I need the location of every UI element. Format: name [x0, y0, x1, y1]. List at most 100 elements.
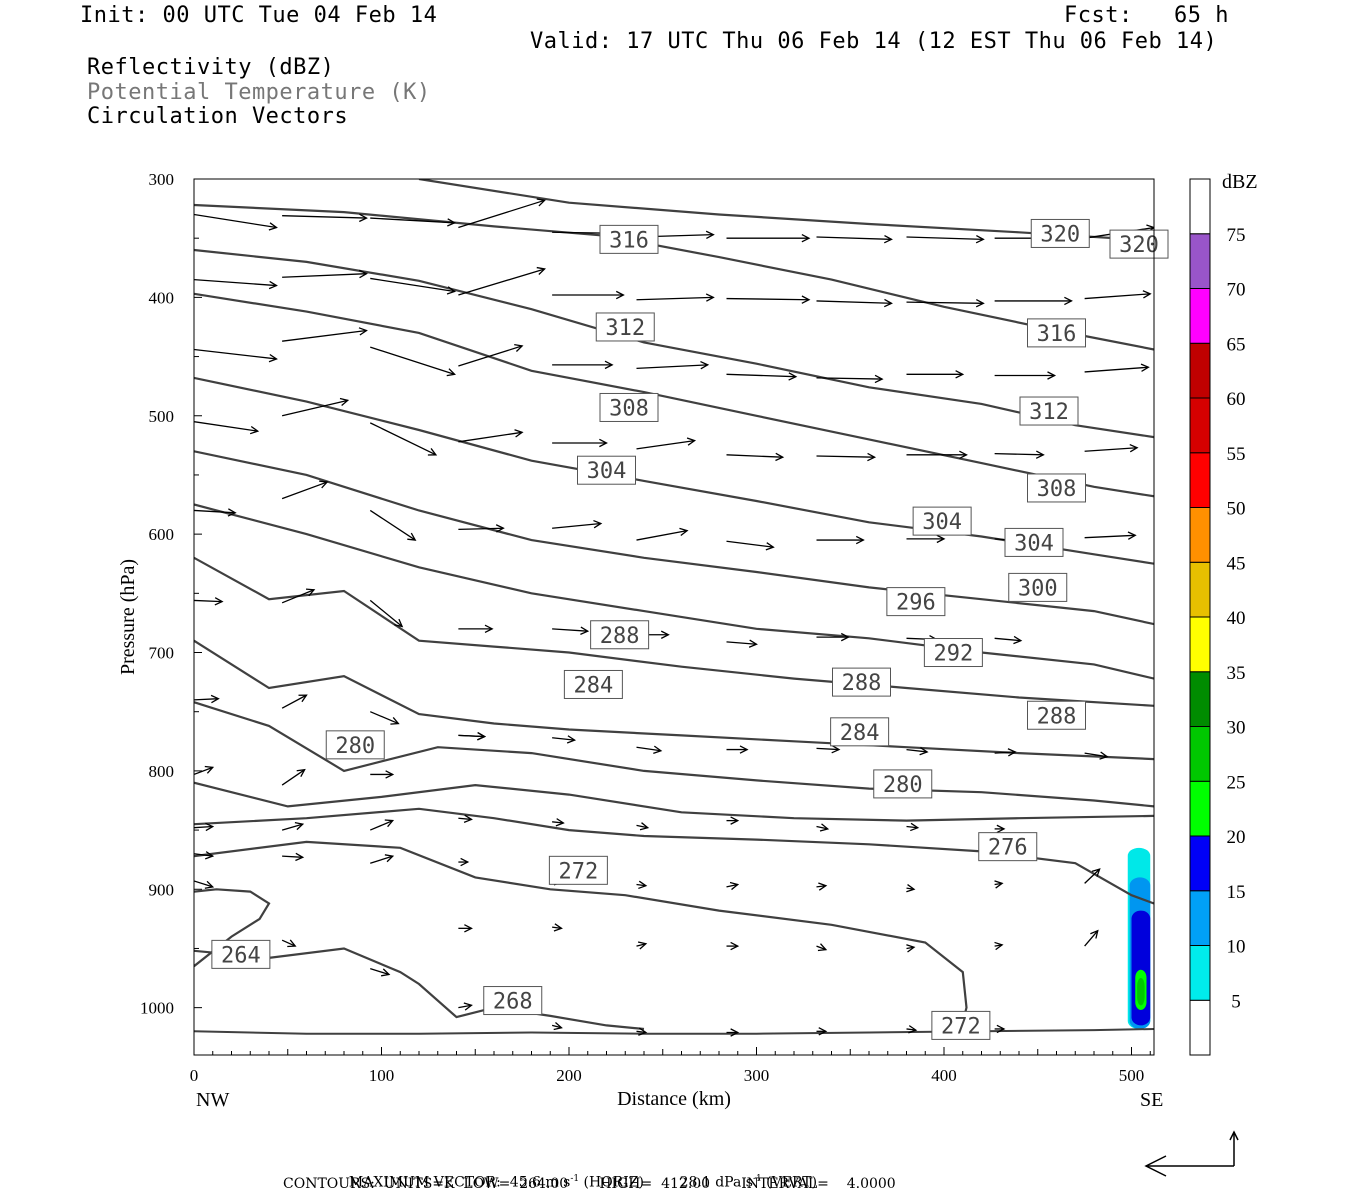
circulation-vector — [1084, 443, 1139, 453]
circulation-vector — [906, 234, 985, 244]
colorbar-segment — [1189, 397, 1211, 454]
max-vector-prefix: MAXIMUM VECTOR: 45.6 m s — [348, 1174, 571, 1191]
se-end-label: SE — [1140, 1089, 1163, 1111]
circulation-vector — [816, 234, 893, 244]
circulation-vector — [726, 881, 740, 891]
x-tick-label: 100 — [369, 1066, 395, 1085]
contour-label: 292 — [923, 638, 983, 668]
contour-label: 284 — [563, 669, 623, 699]
circulation-vector — [726, 745, 749, 754]
colorbar-level-label: 30 — [1227, 718, 1246, 739]
isentrope-308 — [194, 292, 1154, 498]
isentrope-288 — [194, 639, 1154, 761]
contour-label: 284 — [830, 717, 890, 747]
circulation-vector — [816, 632, 850, 642]
circulation-vector — [370, 277, 457, 295]
colorbar-segment — [1189, 561, 1211, 618]
isentrope-276 — [194, 807, 1154, 905]
plot-frame — [193, 178, 1155, 1056]
isentrope-292 — [194, 556, 1154, 707]
colorbar-level-label: 75 — [1227, 225, 1246, 246]
contour-label: 264 — [211, 939, 271, 969]
y-tick-label: 500 — [149, 407, 175, 426]
colorbar-level-label: 40 — [1227, 608, 1246, 629]
circulation-vector — [552, 360, 614, 370]
circulation-vector — [282, 327, 368, 342]
circulation-vector — [281, 588, 316, 604]
contour-label: 304 — [1004, 527, 1064, 557]
contour-label-text: 312 — [605, 316, 645, 341]
reflectivity-layer — [1127, 847, 1151, 1029]
colorbar-level-label: 50 — [1227, 499, 1246, 520]
y-tick-label: 800 — [149, 762, 175, 781]
colorbar-level-label: 45 — [1227, 553, 1246, 574]
colorbar-segment — [1189, 890, 1211, 946]
colorbar-level-label: 10 — [1227, 937, 1246, 958]
contour-label-text: 308 — [609, 396, 649, 421]
reference-vector-icon — [1144, 1130, 1239, 1177]
contour-label: 280 — [873, 769, 933, 799]
circulation-vector — [282, 269, 368, 279]
contour-label-text: 280 — [335, 734, 375, 759]
contour-label: 316 — [1027, 318, 1086, 348]
isentrope-layer — [194, 179, 1154, 1035]
contour-label-text: 272 — [941, 1014, 981, 1039]
colorbar-unit-label: dBZ — [1222, 171, 1258, 193]
isentrope-268 — [194, 947, 645, 1031]
init-time-label: Init: 00 UTC Tue 04 Feb 14 — [80, 3, 438, 28]
contour-label: 300 — [1008, 572, 1068, 602]
circulation-vector — [636, 880, 648, 890]
circulation-vector — [194, 213, 278, 231]
contour-label-text: 276 — [988, 836, 1028, 861]
contour-label-text: 300 — [1018, 576, 1058, 601]
circulation-vector — [816, 452, 877, 462]
colorbar-level-label: 65 — [1227, 334, 1246, 355]
x-tick-label: 200 — [556, 1066, 582, 1085]
isentrope-272 — [194, 840, 968, 1023]
contour-label: 268 — [483, 986, 543, 1016]
circulation-vector — [726, 452, 785, 462]
contour-label: 288 — [832, 667, 891, 697]
isentrope-280 — [194, 781, 1154, 822]
circulation-vector — [636, 527, 689, 541]
circulation-vector — [636, 1027, 648, 1036]
circulation-vector — [552, 290, 625, 300]
circulation-vector — [994, 1024, 1006, 1034]
y-tick-label: 900 — [149, 880, 175, 899]
y-tick-label: 700 — [149, 644, 175, 663]
max-vector-horiz: (HORIZ) 28.1 dPa s — [579, 1174, 753, 1191]
colorbar-level-label: 15 — [1227, 882, 1246, 903]
circulation-vector — [370, 967, 391, 977]
contour-label-text: 316 — [1037, 322, 1077, 347]
circulation-vector — [636, 360, 710, 370]
nw-end-label: NW — [196, 1089, 229, 1111]
contour-label: 288 — [1027, 700, 1086, 730]
circulation-vector — [194, 694, 220, 704]
circulation-vector — [906, 822, 920, 832]
isentrope-316 — [194, 203, 1154, 351]
x-tick-label: 400 — [931, 1066, 957, 1085]
circulation-vector — [636, 437, 697, 450]
circulation-vector — [816, 374, 884, 384]
contour-label-text: 296 — [896, 591, 936, 616]
contour-label-text: 264 — [221, 943, 261, 968]
colorbar-segment — [1189, 726, 1211, 782]
circulation-vector — [816, 823, 830, 832]
max-vector-exp-2: -1 — [752, 1174, 762, 1184]
circulation-vector — [726, 941, 740, 951]
circulation-vector — [816, 1027, 828, 1036]
circulation-vector — [458, 429, 524, 443]
contour-label-text: 288 — [1037, 704, 1077, 729]
circulation-vector — [194, 348, 278, 363]
colorbar-level-label: 35 — [1227, 663, 1246, 684]
circulation-vector — [816, 535, 865, 545]
colorbar-segment — [1189, 288, 1211, 344]
contour-label: 308 — [599, 392, 659, 422]
circulation-vector — [458, 624, 494, 634]
circulation-vector — [726, 639, 758, 648]
colorbar-segment — [1189, 507, 1211, 563]
circulation-vector — [458, 524, 505, 533]
circulation-vector — [281, 480, 329, 500]
circulation-vector — [194, 822, 215, 832]
